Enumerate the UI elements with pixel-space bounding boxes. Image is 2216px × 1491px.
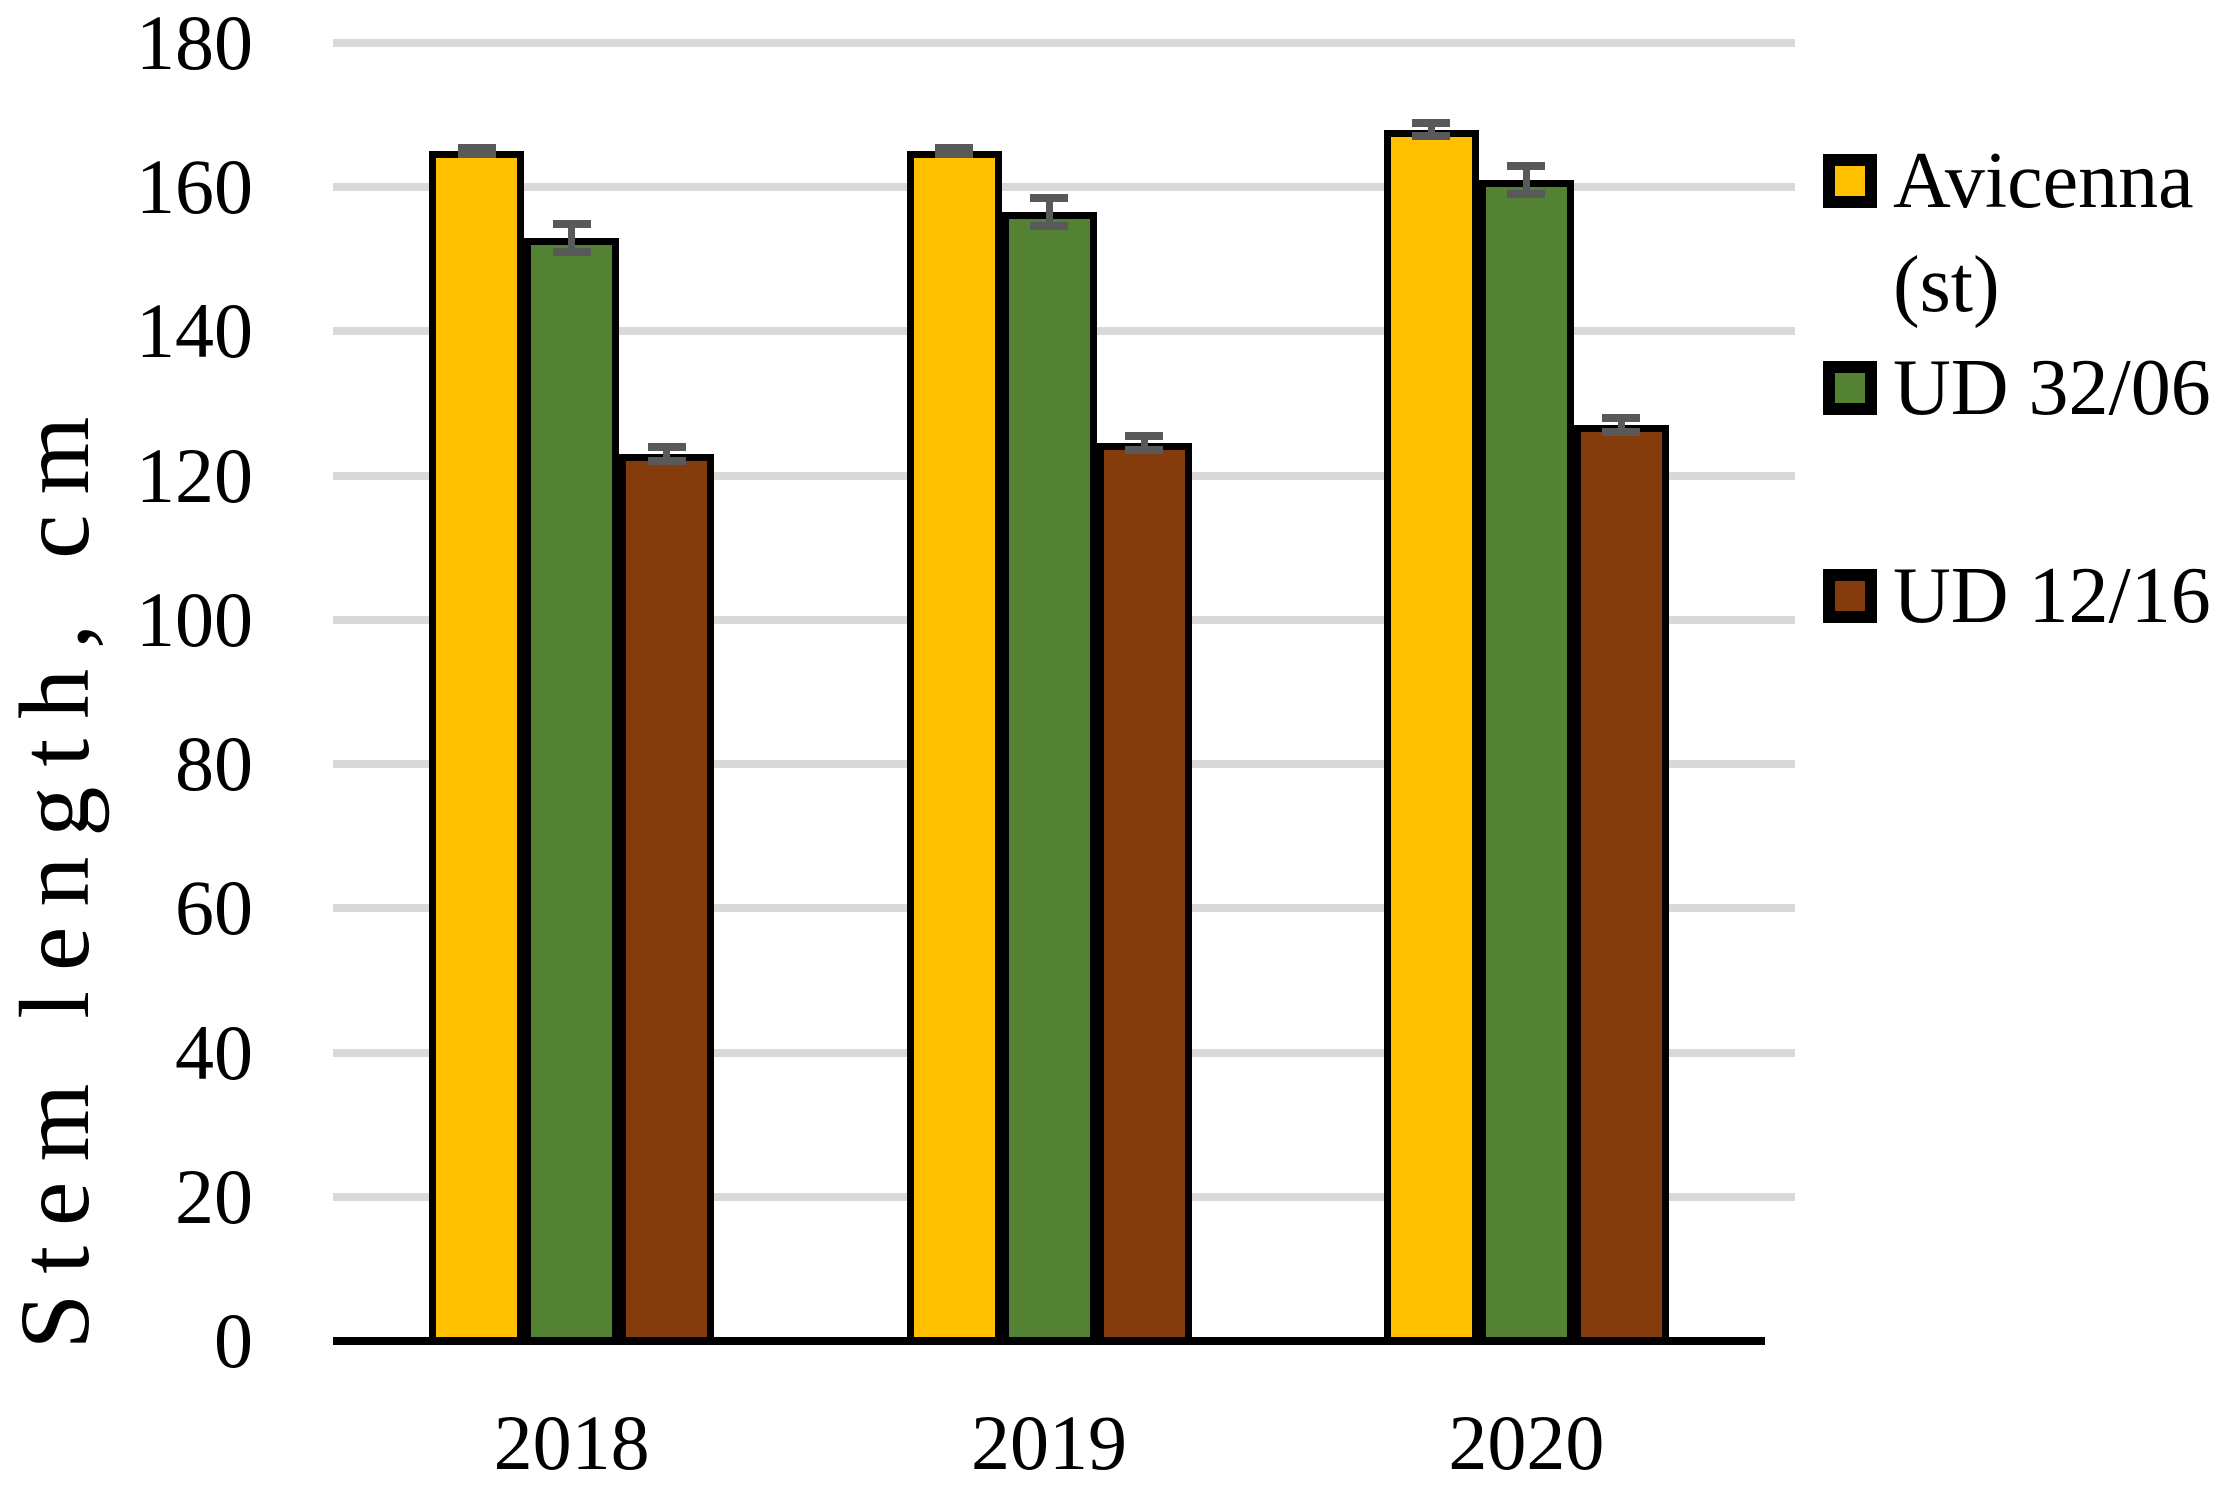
error-bar-top-cap <box>1507 161 1546 170</box>
legend-swatch <box>1823 154 1877 208</box>
x-axis-line <box>333 1337 1765 1345</box>
y-tick-label: 120 <box>136 431 253 519</box>
x-tick-label: 2018 <box>493 1399 650 1486</box>
bar <box>1096 443 1192 1345</box>
y-tick-label: 100 <box>136 575 253 663</box>
error-bar-stem <box>1617 414 1625 436</box>
bar <box>524 237 620 1345</box>
error-bar-stem <box>663 443 671 465</box>
error-bar-top-cap <box>1030 194 1068 203</box>
bar <box>906 151 1002 1345</box>
bar <box>429 151 525 1345</box>
y-tick-label: 0 <box>214 1297 253 1384</box>
error-bar-bottom-cap <box>1507 190 1546 199</box>
error-bar-top-cap <box>552 219 591 228</box>
bar <box>1383 129 1479 1345</box>
y-axis-tick-labels: 0 20 40 60 80 100 120 140 160 180 <box>0 0 253 1491</box>
y-tick-label: 60 <box>175 864 253 952</box>
error-bar-top-cap <box>457 143 496 152</box>
error-bar-bottom-cap <box>1125 446 1163 455</box>
legend-swatch <box>1823 569 1877 623</box>
error-bar <box>647 443 686 465</box>
error-bar-stem <box>568 219 576 256</box>
error-bar-bottom-cap <box>1602 427 1641 436</box>
plot-area <box>333 39 1795 1345</box>
error-bar-top-cap <box>1602 414 1641 423</box>
error-bar <box>1602 414 1641 436</box>
error-bar-top-cap <box>1125 432 1163 441</box>
error-bar-bottom-cap <box>1412 132 1451 141</box>
y-tick-label: 80 <box>175 720 253 808</box>
error-bar-bottom-cap <box>935 150 973 159</box>
y-tick-label: 20 <box>175 1152 253 1240</box>
error-bar <box>552 219 591 256</box>
error-bar-top-cap <box>647 443 686 452</box>
legend-label: UD 32/06 <box>1893 344 2211 432</box>
bar <box>619 454 715 1345</box>
y-tick-label: 140 <box>136 287 253 375</box>
y-tick-label: 180 <box>136 0 253 86</box>
error-bar-bottom-cap <box>1030 222 1068 231</box>
gridline <box>333 183 1795 192</box>
error-bar <box>1030 194 1068 231</box>
bar <box>1573 425 1669 1345</box>
error-bar-stem <box>1045 194 1053 231</box>
error-bar-bottom-cap <box>647 456 686 465</box>
error-bar-top-cap <box>1412 118 1451 127</box>
error-bar <box>935 143 973 159</box>
error-bar-stem <box>1522 161 1530 199</box>
error-bar <box>1125 432 1163 455</box>
gridline <box>333 39 1795 47</box>
bar <box>1478 180 1574 1345</box>
y-tick-label: 40 <box>175 1008 253 1096</box>
error-bar-top-cap <box>935 143 973 152</box>
x-tick-label: 2019 <box>971 1399 1127 1486</box>
error-bar-stem <box>1140 432 1148 455</box>
legend-swatch <box>1823 361 1877 415</box>
error-bar-stem <box>1427 118 1435 141</box>
legend-label: UD 12/16 <box>1893 552 2211 640</box>
error-bar-bottom-cap <box>552 247 591 256</box>
legend-label: Avicenna (st) <box>1893 137 2194 329</box>
error-bar-bottom-cap <box>457 150 496 159</box>
error-bar <box>1412 118 1451 141</box>
y-tick-label: 160 <box>136 143 253 231</box>
x-tick-label: 2020 <box>1448 1399 1605 1486</box>
error-bar <box>1507 161 1546 199</box>
error-bar <box>457 143 496 159</box>
bar <box>1001 212 1097 1345</box>
